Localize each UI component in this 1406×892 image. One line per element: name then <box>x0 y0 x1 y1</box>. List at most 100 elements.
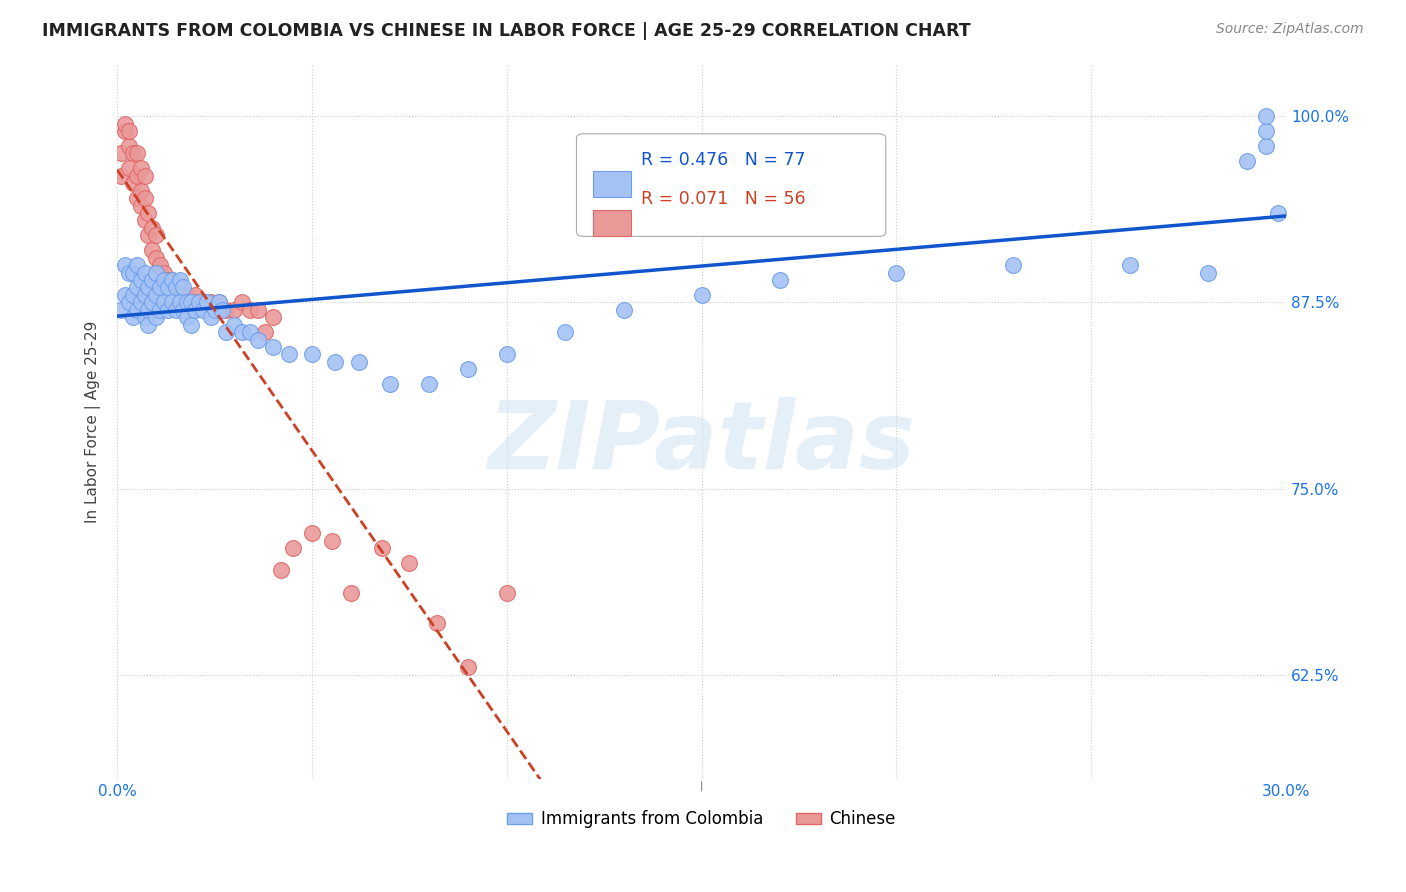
Point <box>153 273 176 287</box>
Point <box>145 228 167 243</box>
Point <box>254 325 277 339</box>
Text: IMMIGRANTS FROM COLOMBIA VS CHINESE IN LABOR FORCE | AGE 25-29 CORRELATION CHART: IMMIGRANTS FROM COLOMBIA VS CHINESE IN L… <box>42 22 970 40</box>
Point <box>125 302 148 317</box>
Point <box>1197 266 1219 280</box>
Point <box>180 295 202 310</box>
Point <box>134 288 156 302</box>
Point <box>114 117 136 131</box>
Point <box>321 533 343 548</box>
Legend: Immigrants from Colombia, Chinese: Immigrants from Colombia, Chinese <box>501 804 903 835</box>
Point <box>110 146 132 161</box>
Point <box>138 228 160 243</box>
Point <box>1256 124 1278 138</box>
Point <box>207 295 229 310</box>
Point <box>347 355 370 369</box>
Point <box>129 273 152 287</box>
Point <box>129 198 152 212</box>
Point <box>231 325 253 339</box>
Text: ZIPatlas: ZIPatlas <box>488 397 915 489</box>
Point <box>125 191 148 205</box>
Point <box>1267 206 1289 220</box>
Point <box>184 302 207 317</box>
Point <box>613 302 636 317</box>
Point <box>426 615 449 630</box>
Point <box>138 206 160 220</box>
Point <box>121 266 143 280</box>
Point <box>173 288 195 302</box>
Point <box>145 266 167 280</box>
Point <box>160 273 183 287</box>
Point <box>340 586 363 600</box>
Point <box>129 295 152 310</box>
Point <box>495 347 517 361</box>
Point <box>195 295 218 310</box>
Point <box>149 302 172 317</box>
Point <box>114 288 136 302</box>
Point <box>169 295 191 310</box>
Point <box>145 251 167 265</box>
Point <box>121 310 143 325</box>
Point <box>160 295 183 310</box>
Point <box>121 146 143 161</box>
Point <box>141 295 163 310</box>
Point <box>138 318 160 332</box>
Point <box>418 377 440 392</box>
Point <box>180 318 202 332</box>
Point <box>134 169 156 183</box>
Point <box>457 660 479 674</box>
Point <box>554 325 576 339</box>
Point <box>200 295 222 310</box>
Point <box>211 302 233 317</box>
Point <box>1256 139 1278 153</box>
Point <box>246 302 269 317</box>
Text: Source: ZipAtlas.com: Source: ZipAtlas.com <box>1216 22 1364 37</box>
Point <box>138 280 160 294</box>
Point <box>156 280 179 294</box>
Point <box>371 541 394 555</box>
Point <box>176 295 198 310</box>
Point <box>215 325 238 339</box>
Point <box>1236 153 1258 168</box>
Point <box>1256 109 1278 123</box>
Point <box>191 295 214 310</box>
Point <box>173 280 195 294</box>
Point <box>176 310 198 325</box>
Point <box>1002 258 1025 272</box>
Point <box>153 295 176 310</box>
Point <box>378 377 401 392</box>
Point <box>457 362 479 376</box>
Point <box>224 302 246 317</box>
Point <box>188 295 211 310</box>
Point <box>204 302 226 317</box>
Point <box>239 302 262 317</box>
Point <box>141 220 163 235</box>
Point <box>149 280 172 294</box>
Point <box>281 541 304 555</box>
Point <box>125 258 148 272</box>
Point <box>262 340 284 354</box>
Point <box>169 280 191 294</box>
Point <box>118 161 141 176</box>
Point <box>200 310 222 325</box>
Point <box>149 258 172 272</box>
Point <box>495 586 517 600</box>
Point <box>207 295 229 310</box>
Point <box>231 295 253 310</box>
Point <box>134 191 156 205</box>
Point <box>141 244 163 258</box>
Point <box>301 347 323 361</box>
Point <box>118 124 141 138</box>
Point <box>121 288 143 302</box>
Point <box>121 176 143 190</box>
Point <box>398 556 420 570</box>
Point <box>1119 258 1142 272</box>
Point <box>325 355 347 369</box>
Point <box>156 273 179 287</box>
Point <box>129 184 152 198</box>
Point <box>110 302 132 317</box>
Point <box>270 563 292 577</box>
Point <box>145 288 167 302</box>
Point <box>277 347 299 361</box>
Text: R = 0.071   N = 56: R = 0.071 N = 56 <box>641 190 806 208</box>
Point <box>191 302 214 317</box>
